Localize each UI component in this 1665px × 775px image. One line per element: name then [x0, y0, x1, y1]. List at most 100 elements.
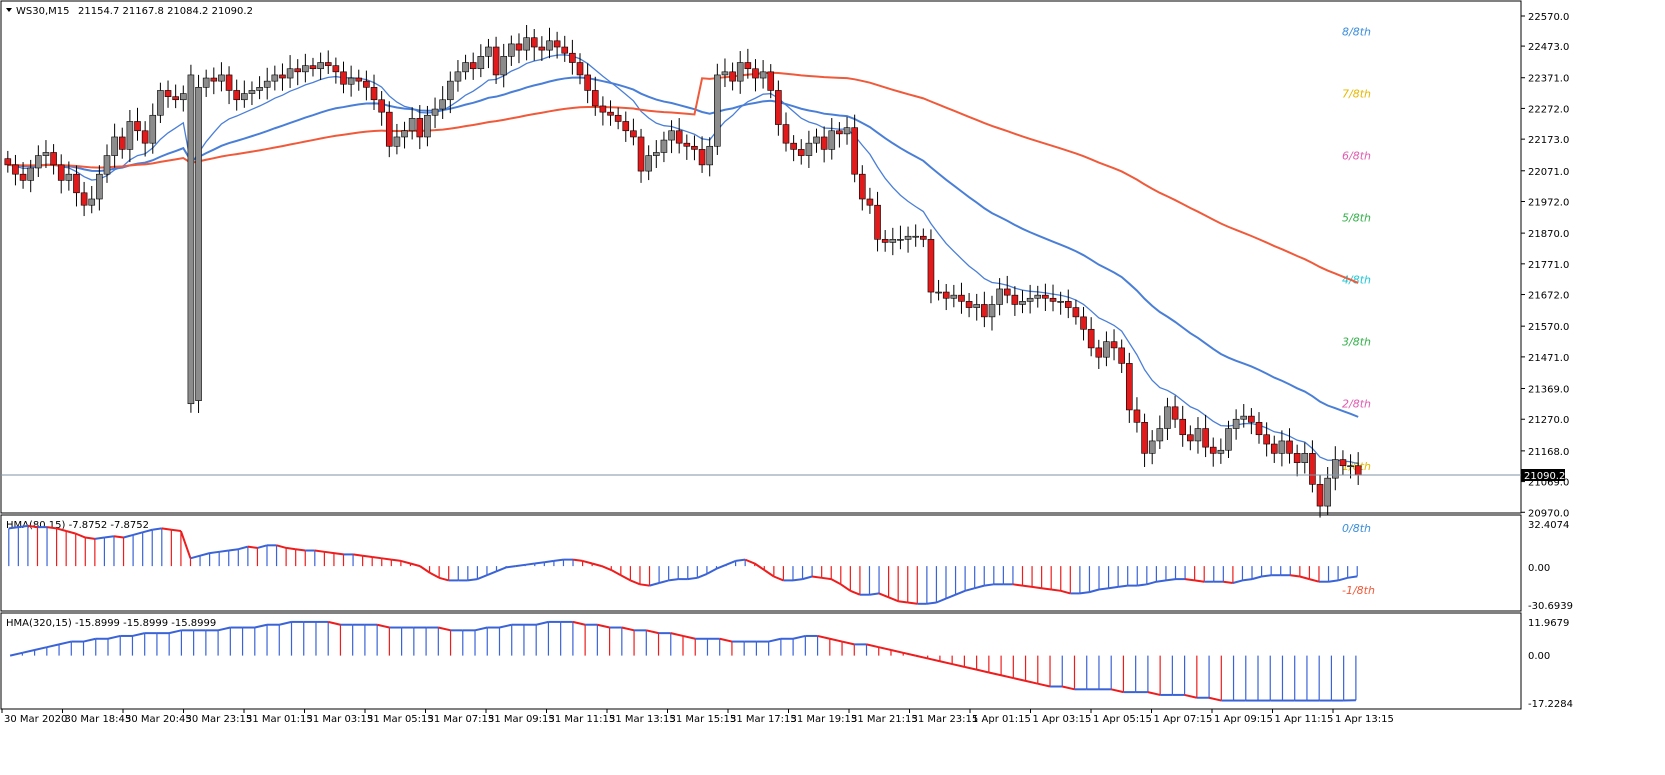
- time-tick-label: 31 Mar 03:15: [307, 714, 374, 725]
- hma-line-segment: [65, 530, 76, 535]
- hma-line-segment: [56, 527, 67, 532]
- hma2-zero-label: 0.00: [1528, 651, 1550, 662]
- time-tick-label: 1 Apr 11:15: [1275, 714, 1334, 725]
- candle-bear: [591, 90, 599, 107]
- murrey-level-label: 2/8th: [1342, 398, 1371, 411]
- hma-line-segment: [649, 582, 660, 587]
- candle-bull: [1034, 294, 1042, 299]
- hma-line-segment: [254, 623, 268, 629]
- hma-line-segment: [400, 559, 411, 565]
- candle-bull: [241, 93, 248, 101]
- candle-bear: [874, 204, 881, 240]
- candle-bear: [279, 74, 286, 79]
- ma-long-red-line: [7, 71, 1359, 284]
- candle-bear: [836, 130, 843, 135]
- candle-bull: [111, 136, 118, 156]
- price-tick-label: 21771.0: [1528, 260, 1569, 271]
- candle-bear: [225, 74, 233, 91]
- candle-bear: [1080, 316, 1087, 330]
- murrey-level-label: -1/8th: [1342, 584, 1375, 597]
- candle-bear: [1042, 294, 1049, 299]
- candle-bull: [897, 239, 904, 241]
- hma-line-segment: [926, 601, 937, 605]
- hma-line-segment: [964, 665, 977, 671]
- hma-line-segment: [1223, 580, 1234, 584]
- hma-line-segment: [171, 528, 182, 533]
- hma-line-segment: [1208, 696, 1222, 702]
- candle-bull: [218, 74, 225, 82]
- hma-line-segment: [324, 550, 335, 555]
- hma-line-segment: [1012, 583, 1023, 587]
- hma-line-segment: [499, 623, 512, 629]
- hma-line-segment: [1165, 578, 1176, 582]
- hma-line-segment: [696, 572, 708, 579]
- candle-bull: [889, 239, 897, 243]
- hma-line-segment: [610, 569, 622, 577]
- candle-bear: [1293, 453, 1301, 463]
- candle-bear: [233, 90, 240, 101]
- price-tick-label: 20970.0: [1528, 508, 1569, 519]
- hma-line-segment: [27, 524, 38, 529]
- hma-line-segment: [988, 671, 1002, 677]
- hma-line-segment: [869, 592, 880, 596]
- hma1-zero-label: 0.00: [1528, 563, 1550, 574]
- hma-line-segment: [534, 561, 545, 565]
- candle-bear: [515, 43, 523, 51]
- candle-bull: [439, 99, 446, 110]
- symbol-dropdown-icon[interactable]: [6, 8, 12, 12]
- hma-line-segment: [1051, 588, 1061, 592]
- hma-line-segment: [888, 596, 899, 603]
- hma-line-segment: [161, 527, 172, 531]
- hma-line-segment: [1137, 583, 1147, 587]
- hma-line-segment: [572, 558, 583, 562]
- hma-line-segment: [467, 578, 478, 582]
- candle-bear: [775, 90, 782, 125]
- candle-bear: [164, 90, 172, 97]
- candle-bear: [4, 158, 12, 166]
- candle-bear: [622, 121, 630, 132]
- candle-bull: [1194, 428, 1202, 442]
- candle-bear: [1011, 294, 1019, 305]
- candle-bear: [569, 52, 576, 63]
- candle-bear: [561, 46, 569, 54]
- hma-line-segment: [1098, 587, 1109, 591]
- hma-line-segment: [898, 600, 908, 604]
- price-tick-label: 22272.0: [1528, 104, 1569, 115]
- hma1-max-label: 32.4074: [1528, 520, 1569, 531]
- candle-bull: [393, 136, 401, 147]
- hma-line-segment: [34, 646, 48, 651]
- candle-bull: [546, 40, 553, 51]
- hma-line-segment: [1194, 579, 1205, 583]
- candle-bear: [1118, 347, 1125, 364]
- hma-line-segment: [496, 566, 507, 573]
- candle-bear: [782, 124, 790, 144]
- hma-line-segment: [276, 544, 287, 549]
- candle-bull: [447, 80, 454, 101]
- hma-line-segment: [744, 558, 756, 565]
- candle-bull: [454, 71, 462, 82]
- candle-bull: [317, 62, 324, 70]
- hma-line-segment: [719, 637, 733, 643]
- candle-bear: [370, 87, 378, 101]
- hma-line-segment: [840, 583, 851, 592]
- price-axis: 22570.0 22473.0 22371.0 22272.0 22173.0 22071…: [1521, 12, 1569, 519]
- price-tick-label: 22473.0: [1528, 42, 1569, 53]
- hma-line-segment: [1232, 579, 1243, 584]
- murrey-levels: 8/8th7/8th6/8th5/8th4/8th3/8th2/8th1/8th…: [1342, 26, 1375, 597]
- hma-line-segment: [792, 634, 806, 640]
- hma-line-segment: [1242, 578, 1253, 582]
- hma-line-segment: [474, 626, 488, 632]
- hma-line-segment: [1110, 688, 1124, 694]
- candle-bear: [1110, 341, 1118, 349]
- hma-line-segment: [113, 535, 124, 539]
- candle-bull: [1331, 459, 1339, 479]
- candle-bull: [904, 235, 912, 240]
- price-tick-label: 22371.0: [1528, 74, 1569, 85]
- time-tick-label: 30 Mar 23:15: [186, 714, 253, 725]
- candle-bull: [1164, 406, 1171, 429]
- candle-bull: [96, 173, 103, 200]
- hma-line-segment: [1062, 685, 1075, 691]
- hma-line-segment: [829, 637, 843, 643]
